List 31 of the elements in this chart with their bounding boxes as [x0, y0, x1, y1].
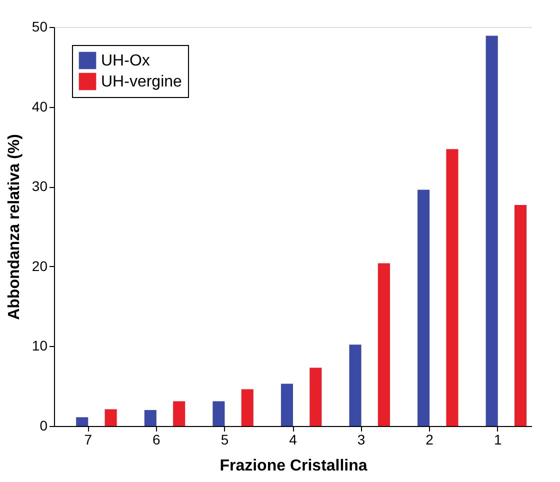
bar: [514, 204, 527, 426]
y-tick-label: 0: [40, 418, 48, 434]
bar: [173, 401, 186, 426]
bar: [280, 384, 293, 426]
bar: [241, 389, 254, 426]
x-tick-label: 5: [220, 432, 229, 448]
x-tick-label: 3: [357, 432, 366, 448]
x-tick-label: 4: [289, 432, 298, 448]
bar: [349, 344, 362, 426]
bar: [486, 36, 498, 426]
legend-label: UH-vergine: [101, 74, 182, 90]
bar: [378, 263, 390, 426]
x-tick-label: 6: [152, 432, 161, 448]
y-tick-label: 30: [32, 178, 48, 194]
y-tick-label: 20: [32, 258, 48, 274]
bar: [446, 149, 458, 426]
bar: [212, 401, 225, 426]
y-tick-label: 10: [32, 338, 48, 354]
bar: [104, 409, 117, 426]
x-axis-title: Frazione Cristallina: [220, 458, 368, 474]
bar: [144, 410, 156, 426]
x-tick-label: 2: [426, 432, 434, 448]
y-tick-label: 40: [32, 98, 48, 114]
x-tick-label: 1: [494, 432, 502, 448]
bar: [418, 190, 430, 426]
bar: [76, 417, 88, 426]
y-tick-label: 50: [32, 18, 48, 34]
x-tick-label: 7: [84, 432, 92, 448]
legend-label: UH-Ox: [101, 52, 150, 70]
bar: [310, 368, 322, 426]
y-axis-title: Abbondanza relativa (%): [6, 134, 23, 320]
